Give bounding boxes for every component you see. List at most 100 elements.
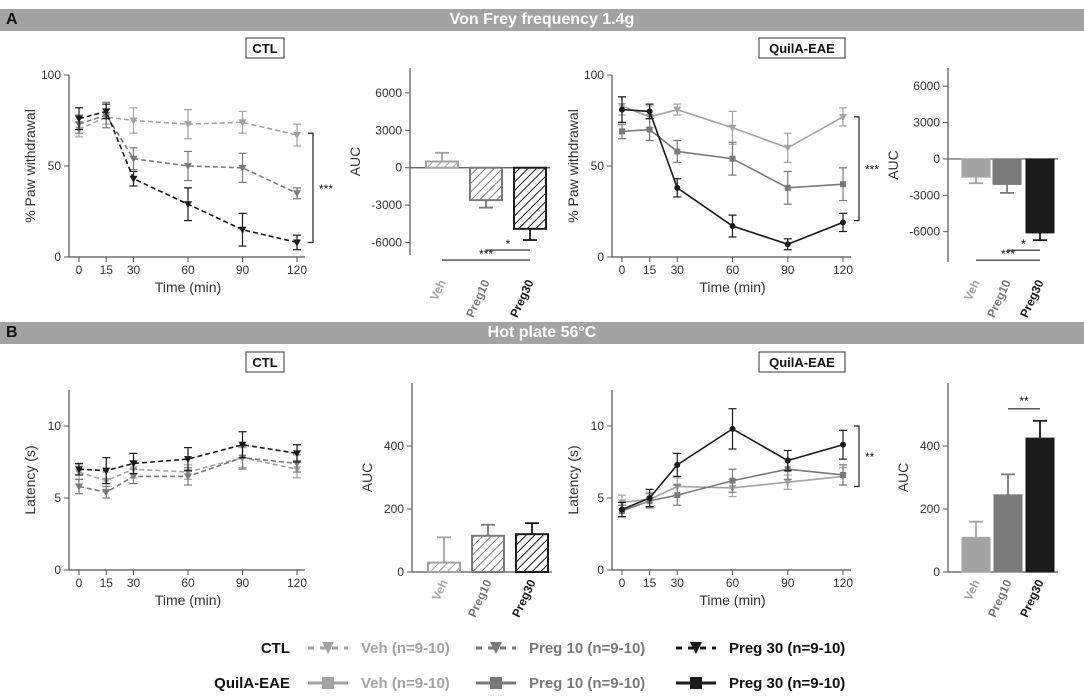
a-eae-line-preg10-line <box>621 128 844 189</box>
b-eae-auc-y-tick-label: 0 <box>933 565 940 579</box>
a-eae-auc-bar-preg30 <box>1025 158 1055 234</box>
b-ctl-line-preg30-point <box>75 466 83 474</box>
a-eae-line-preg30-point <box>674 184 681 191</box>
b-eae-auc-category-label: Veh <box>961 577 983 602</box>
b-ctl-auc-y-tick-label: 400 <box>384 439 404 453</box>
legend-label-preg10: Preg 10 (n=9-10) <box>529 640 645 657</box>
panel-a-banner: Von Frey frequency 1.4g <box>0 9 1084 31</box>
a-ctl-auc-significance-label: * <box>506 237 511 251</box>
a-ctl-line-veh-point <box>129 117 138 125</box>
a-ctl-line-preg10-line <box>78 114 298 195</box>
b-eae-line-group-box <box>758 351 846 373</box>
a-eae-line-group-box <box>758 37 846 59</box>
b-ctl-line-x-tick-label: 30 <box>127 576 141 590</box>
a-ctl-line-preg10-point <box>184 163 192 170</box>
b-eae-auc-bar-preg30 <box>1025 437 1055 573</box>
a-ctl-line-preg30-point <box>75 115 83 123</box>
b-ctl-line-x-tick-label: 120 <box>287 576 307 590</box>
b-ctl-line-preg30-line <box>78 443 298 472</box>
a-ctl-line-preg30-line <box>78 110 298 244</box>
legend-label-preg30: Preg 30 (n=9-10) <box>729 640 845 657</box>
b-ctl-line-preg10-point <box>75 483 83 491</box>
a-eae-line-preg10-point <box>646 126 653 133</box>
a-ctl-line-x-tick-label: 90 <box>236 263 250 277</box>
b-eae-auc-y-tick-label: 200 <box>920 502 940 516</box>
a-eae-auc-y-tick-label: 3000 <box>913 116 940 130</box>
legend-marker-veh <box>322 642 334 654</box>
b-ctl-line-preg30-point <box>184 456 192 464</box>
a-eae-auc-y-tick-label: 6000 <box>913 79 940 93</box>
a-ctl-auc-y-tick-label: 3000 <box>375 123 402 137</box>
b-eae-auc-significance-label: ** <box>1019 394 1029 408</box>
legend-group-label: CTL <box>261 640 290 657</box>
b-eae-line-preg30-point <box>729 425 736 432</box>
b-eae-auc-category-label: Preg30 <box>1017 577 1047 619</box>
b-ctl-line-group-label: CTL <box>252 355 277 370</box>
b-eae-line-significance-label: ** <box>865 450 875 464</box>
b-ctl-line-y-tick-label: 0 <box>54 563 61 577</box>
legend-marker-preg30 <box>690 677 702 689</box>
legend-label-veh: Veh (n=9-10) <box>361 640 450 657</box>
panel-a-letter: A <box>6 11 18 28</box>
b-ctl-line-group-box <box>245 351 285 373</box>
a-ctl-line-preg10-point <box>238 164 247 172</box>
legend-label-preg10: Preg 10 (n=9-10) <box>529 675 645 692</box>
a-eae-line-group-label: QuilA-EAE <box>769 41 835 56</box>
b-ctl-line-y-tick-label: 10 <box>48 419 62 433</box>
b-ctl-line-veh-line <box>78 456 298 482</box>
b-ctl-auc-y-tick-label: 200 <box>384 502 404 516</box>
a-eae-line-y-tick-label: 0 <box>597 250 604 264</box>
a-ctl-auc-category-label: Preg30 <box>507 277 537 319</box>
a-eae-line-x-tick-label: 15 <box>643 263 657 277</box>
a-ctl-line-preg30-point <box>238 226 247 234</box>
a-ctl-line-preg30-point <box>293 239 301 247</box>
a-eae-line-preg30-point <box>619 106 625 113</box>
b-eae-line-veh-point <box>783 479 792 487</box>
a-ctl-line-preg10-point <box>293 190 301 198</box>
b-ctl-line-preg30-point <box>238 441 247 449</box>
b-ctl-line-preg10-point <box>129 473 138 481</box>
a-eae-line-significance-label: *** <box>865 163 879 177</box>
a-eae-line-preg30-point <box>729 223 736 230</box>
a-eae-auc-bar-preg10 <box>992 158 1022 185</box>
panel-b-letter: B <box>6 324 18 341</box>
a-ctl-line-significance-bracket <box>308 132 314 244</box>
b-eae-line-preg10-line <box>621 468 844 512</box>
b-ctl-auc-bar-veh <box>427 561 461 573</box>
b-ctl-auc-category-label: Preg30 <box>509 577 539 619</box>
a-ctl-auc-bar-preg10 <box>469 166 503 202</box>
b-eae-line-preg10-point <box>840 471 846 478</box>
b-eae-auc-y-tick-label: 400 <box>920 439 940 453</box>
a-ctl-auc-bar-veh <box>425 160 459 169</box>
a-eae-line-preg30-point <box>840 219 846 226</box>
a-eae-line-preg30-line <box>621 108 844 246</box>
a-eae-line-veh-point <box>728 124 737 132</box>
a-eae-line-x-tick-label: 30 <box>671 263 685 277</box>
b-ctl-auc-category-label: Preg10 <box>465 577 495 619</box>
b-ctl-line-x-tick-label: 60 <box>181 576 195 590</box>
b-eae-line-x-tick-label: 60 <box>726 576 740 590</box>
legend-marker-veh <box>322 677 334 689</box>
b-eae-line-preg30-point <box>840 441 846 448</box>
b-eae-line-x-tick-label: 30 <box>671 576 685 590</box>
b-eae-auc-bar-preg10 <box>993 494 1023 573</box>
a-ctl-auc-category-label: Preg10 <box>463 277 493 319</box>
a-eae-line-x-tick-label: 60 <box>726 263 740 277</box>
b-eae-line-preg30-point <box>646 495 653 501</box>
a-ctl-auc-y-tick-label: -6000 <box>371 236 402 250</box>
b-eae-line-x-tick-label: 90 <box>781 576 795 590</box>
b-ctl-line-preg10-point <box>102 489 111 497</box>
b-eae-line-preg30-point <box>674 461 681 468</box>
b-eae-line-x-label: Time (min) <box>699 592 765 608</box>
a-ctl-line-preg10-point <box>129 155 138 163</box>
a-ctl-line-x-tick-label: 120 <box>287 263 307 277</box>
b-ctl-line-preg10-line <box>78 456 298 494</box>
b-ctl-auc-y-tick-label: 0 <box>397 565 404 579</box>
b-ctl-auc-bar-preg10 <box>471 534 505 574</box>
b-ctl-line-x-label: Time (min) <box>155 592 221 608</box>
a-eae-line-veh-point <box>783 144 792 152</box>
a-ctl-line-x-tick-label: 0 <box>76 263 83 277</box>
legend-group-label: QuilA-EAE <box>214 675 290 692</box>
b-eae-line-preg30-point <box>619 506 625 513</box>
